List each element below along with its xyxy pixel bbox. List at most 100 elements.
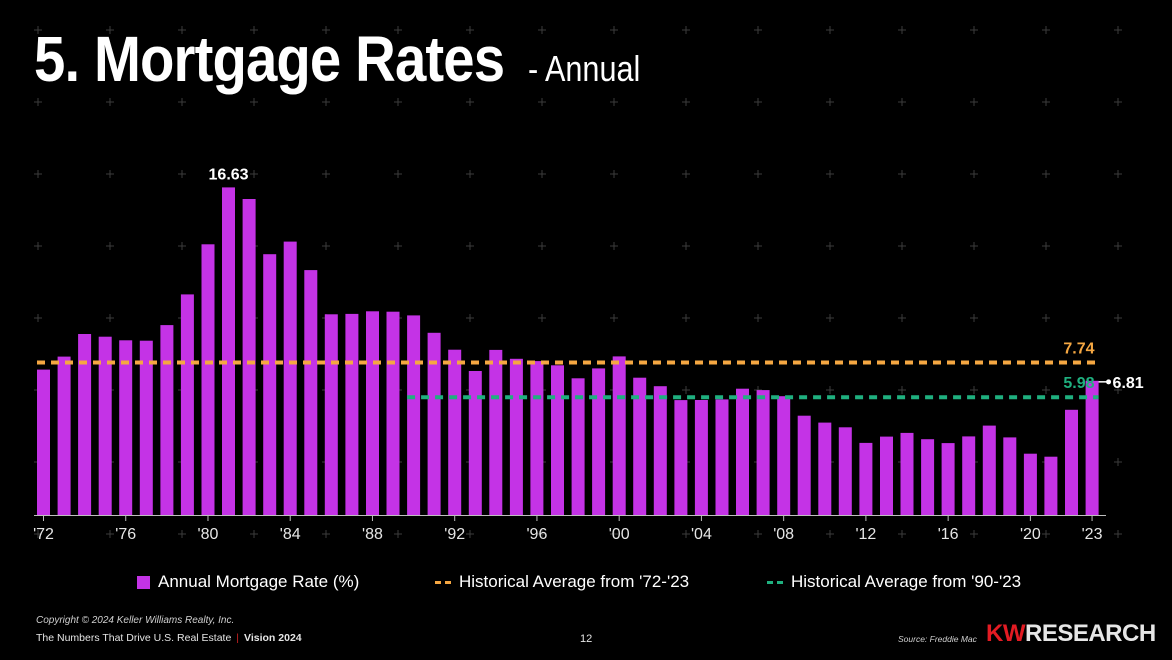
bar-1992 bbox=[448, 349, 462, 515]
background-grid-mark bbox=[898, 314, 906, 322]
x-tick-label-1988: '88 bbox=[362, 526, 383, 543]
bar-1990 bbox=[407, 315, 421, 515]
x-tick-label-2008: '08 bbox=[773, 526, 794, 543]
footer-separator: | bbox=[236, 632, 240, 644]
background-grid-mark bbox=[1114, 170, 1122, 178]
background-grid-mark bbox=[322, 242, 330, 250]
background-grid-mark bbox=[826, 26, 834, 34]
bar-1997 bbox=[551, 365, 564, 515]
background-grid-mark bbox=[250, 26, 258, 34]
bar-2023 bbox=[1085, 380, 1099, 515]
background-grid-mark bbox=[34, 26, 42, 34]
background-grid-mark bbox=[178, 26, 186, 34]
background-grid-mark bbox=[682, 314, 690, 322]
background-grid-mark bbox=[34, 314, 42, 322]
bar-2022 bbox=[1065, 409, 1078, 515]
background-grid-mark bbox=[682, 530, 690, 538]
background-grid-mark bbox=[826, 170, 834, 178]
background-grid-mark bbox=[970, 530, 978, 538]
bar-1983 bbox=[263, 254, 277, 515]
x-tick-label-2016: '16 bbox=[938, 526, 959, 543]
background-grid-mark bbox=[1114, 530, 1122, 538]
background-grid-mark bbox=[610, 170, 618, 178]
background-grid-mark bbox=[826, 98, 834, 106]
annotation-1981: 16.63 bbox=[209, 166, 249, 183]
background-grid-mark bbox=[106, 314, 114, 322]
kw-research-logo: KWRESEARCH bbox=[986, 620, 1156, 648]
bar-2014 bbox=[900, 432, 914, 515]
background-grid-mark bbox=[682, 170, 690, 178]
bar-1986 bbox=[324, 314, 338, 515]
background-grid-mark bbox=[34, 242, 42, 250]
footer-tagline-row: The Numbers That Drive U.S. Real Estate |… bbox=[36, 632, 302, 644]
background-grid-mark bbox=[898, 530, 906, 538]
bar-1991 bbox=[427, 332, 441, 515]
x-tick-label-1984: '84 bbox=[280, 526, 301, 543]
background-grid-mark bbox=[34, 98, 42, 106]
background-grid-mark bbox=[754, 170, 762, 178]
bar-2005 bbox=[715, 399, 729, 515]
background-grid-mark bbox=[1042, 242, 1050, 250]
bar-1979 bbox=[180, 294, 194, 515]
background-grid-mark bbox=[1042, 98, 1050, 106]
background-grid-mark bbox=[466, 98, 474, 106]
bar-2012 bbox=[859, 442, 873, 515]
background-grid-mark bbox=[538, 314, 546, 322]
background-grid-mark bbox=[394, 242, 402, 250]
background-grid-mark bbox=[106, 98, 114, 106]
background-grid-mark bbox=[754, 314, 762, 322]
background-grid-mark bbox=[682, 98, 690, 106]
bar-2002 bbox=[653, 386, 667, 515]
background-grid-mark bbox=[826, 314, 834, 322]
background-grid-mark bbox=[538, 170, 546, 178]
background-grid-mark bbox=[394, 26, 402, 34]
background-grid-mark bbox=[394, 530, 402, 538]
background-grid-mark bbox=[178, 170, 186, 178]
background-grid-mark bbox=[178, 98, 186, 106]
bar-2017 bbox=[962, 436, 976, 515]
bar-1974 bbox=[78, 334, 92, 515]
background-grid-mark bbox=[970, 98, 978, 106]
background-grid-mark bbox=[610, 314, 618, 322]
background-grid-mark bbox=[322, 530, 330, 538]
background-grid-mark bbox=[394, 98, 402, 106]
background-grid-mark bbox=[466, 314, 474, 322]
background-grid-mark bbox=[106, 170, 114, 178]
legend-label-annual-rate: Annual Mortgage Rate (%) bbox=[158, 572, 360, 591]
background-grid-mark bbox=[682, 386, 690, 394]
bar-1998 bbox=[571, 378, 585, 515]
background-grid-mark bbox=[538, 26, 546, 34]
background-grid-mark bbox=[466, 242, 474, 250]
x-tick-label-1980: '80 bbox=[198, 526, 219, 543]
bar-1999 bbox=[592, 368, 606, 515]
bar-1980 bbox=[201, 244, 215, 516]
page-title-row: 5. Mortgage Rates - Annual bbox=[34, 22, 660, 96]
bar-2020 bbox=[1023, 453, 1037, 515]
bar-2010 bbox=[818, 422, 832, 515]
background-grid-mark bbox=[1042, 386, 1050, 394]
x-tick-label-1996: '96 bbox=[527, 526, 548, 543]
legend-swatch-avg-72-23 bbox=[435, 580, 451, 584]
background-grid-mark bbox=[538, 98, 546, 106]
background-grid-mark bbox=[34, 530, 42, 538]
background-grid-mark bbox=[754, 98, 762, 106]
bar-1972 bbox=[37, 369, 50, 515]
mortgage-rate-chart: '72 '76 '80 '84 '88 '92 '96 '00 '04 '08 '12 '16 '20 '… bbox=[33, 26, 1144, 543]
background-grid-mark bbox=[322, 98, 330, 106]
background-grid-mark bbox=[610, 26, 618, 34]
bar-2011 bbox=[838, 427, 852, 515]
background-grid-mark bbox=[1042, 26, 1050, 34]
background-grid-mark bbox=[250, 170, 258, 178]
avg-line-label-0: 7.74 bbox=[1063, 341, 1094, 358]
bar-1984 bbox=[283, 241, 297, 515]
bar-2004 bbox=[694, 400, 708, 515]
bar-1985 bbox=[304, 270, 318, 515]
x-tick-label-2012: '12 bbox=[855, 526, 876, 543]
bar-2006 bbox=[736, 388, 749, 515]
x-tick-label-1992: '92 bbox=[444, 526, 465, 543]
x-tick-label-2020: '20 bbox=[1020, 526, 1041, 543]
page-subtitle: - Annual bbox=[528, 48, 641, 89]
bar-1975 bbox=[98, 336, 112, 515]
background-grid-mark bbox=[826, 242, 834, 250]
bar-1988 bbox=[366, 311, 379, 515]
